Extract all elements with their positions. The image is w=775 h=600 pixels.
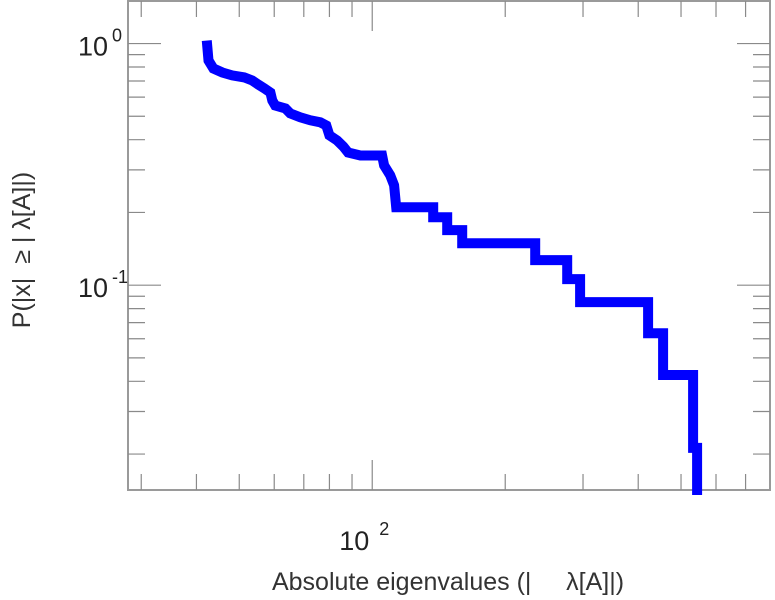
y-tick-label-base: 10 xyxy=(78,32,108,62)
axis-ticks xyxy=(128,1,770,490)
y-tick-label-exponent: 0 xyxy=(112,26,122,46)
y-axis-label: P(|x| ≥ | λ[A]|) xyxy=(8,172,36,328)
x-tick-label-base: 10 xyxy=(339,526,369,556)
y-tick-label-exponent: -1 xyxy=(112,267,128,287)
x-tick-label-exponent: 2 xyxy=(379,519,389,539)
plot-frame xyxy=(127,0,771,491)
x-axis-label: Absolute eigenvalues (| λ[A]|) xyxy=(272,568,624,596)
y-tick-label-base: 10 xyxy=(78,273,108,303)
x-tick-labels: 10 2 xyxy=(339,519,389,556)
series-line xyxy=(201,40,703,495)
